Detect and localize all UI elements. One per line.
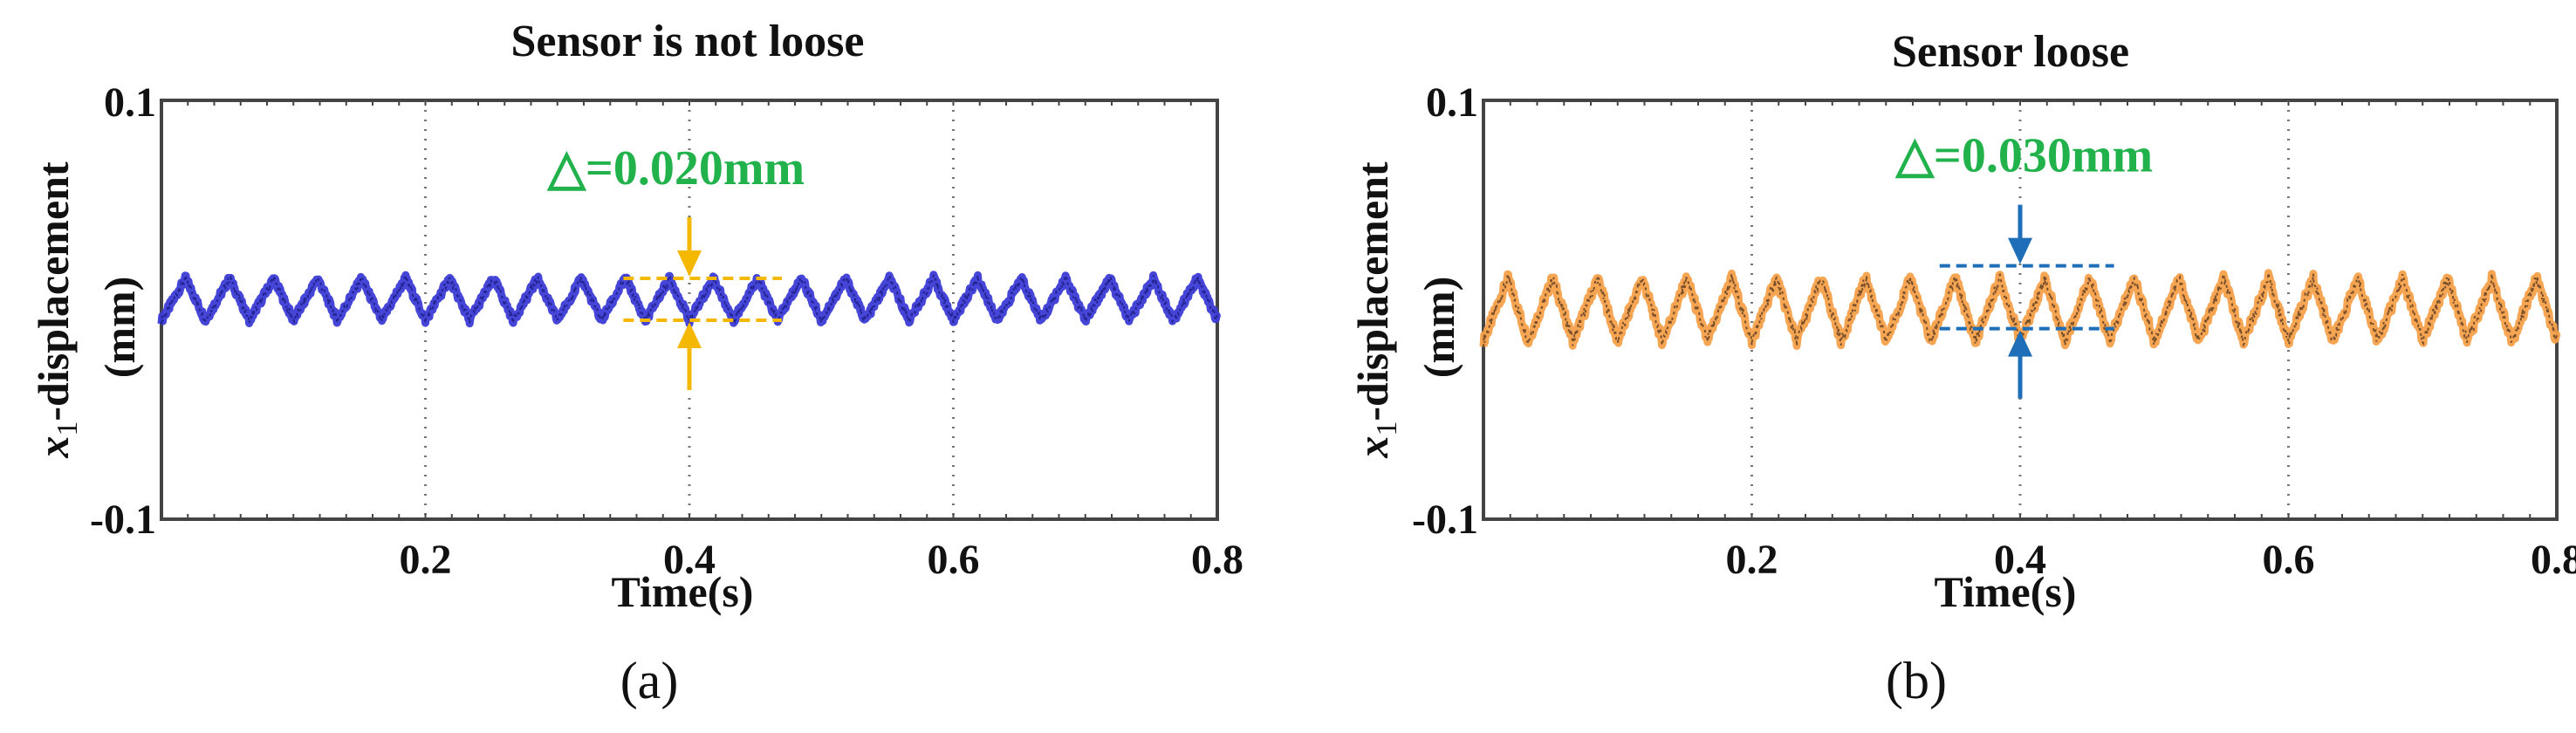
panel-label: (a)	[620, 652, 679, 709]
y-label-sub: 1	[51, 421, 84, 436]
x-tick-label: 0.8	[2531, 537, 2576, 583]
y-label-rest: -displacement	[1348, 161, 1397, 421]
x-tick-label: 0.2	[1726, 537, 1778, 583]
chart-panel-a: Sensor is not loose x1-displacement (mm)…	[29, 17, 1243, 709]
annotation-arrow-down-icon	[2008, 237, 2032, 264]
y-tick-label: 0.1	[1426, 79, 1478, 126]
chart-panel-b: Sensor loose x1-displacement (mm) Time(s…	[1348, 27, 2576, 709]
y-label-unit: (mm)	[1415, 277, 1463, 379]
y-axis-label: x1-displacement (mm)	[29, 161, 144, 459]
annotation-arrow-down-icon	[677, 250, 702, 277]
svg-text:x1-displacement: x1-displacement	[1348, 161, 1403, 459]
series-line	[1483, 272, 2558, 347]
annotation-arrow-up-icon	[677, 322, 702, 348]
y-label-sub: 1	[1371, 421, 1403, 436]
series-line-band	[157, 271, 1222, 328]
y-tick-label: 0.1	[104, 79, 156, 126]
y-tick-label: -0.1	[1412, 497, 1478, 543]
x-tick-label: 0.6	[2263, 537, 2315, 583]
annotation-arrow-up-icon	[2008, 330, 2032, 357]
panel-label: (b)	[1886, 652, 1947, 709]
annotation-label: △=0.030mm	[1894, 129, 2153, 183]
x-axis-label: Time(s)	[1935, 567, 2077, 616]
x-tick-label: 0.8	[1191, 537, 1243, 583]
chart-title: Sensor is not loose	[511, 17, 865, 66]
y-label-unit: (mm)	[95, 277, 144, 379]
annotation-label: △=0.020mm	[546, 141, 805, 195]
x-tick-label: 0.2	[400, 537, 452, 583]
x-tick-label: 0.4	[663, 537, 716, 583]
x-tick-label: 0.4	[1994, 537, 2046, 583]
y-label-rest: -displacement	[29, 161, 78, 421]
y-label-var: x	[29, 436, 78, 459]
x-axis-label: Time(s)	[612, 567, 754, 616]
chart-title: Sensor loose	[1892, 27, 2129, 77]
x-tick-label: 0.6	[928, 537, 980, 583]
y-tick-label: -0.1	[90, 497, 156, 543]
y-label-var: x	[1348, 436, 1397, 459]
y-axis-label: x1-displacement (mm)	[1348, 161, 1463, 459]
svg-text:x1-displacement: x1-displacement	[29, 161, 84, 459]
